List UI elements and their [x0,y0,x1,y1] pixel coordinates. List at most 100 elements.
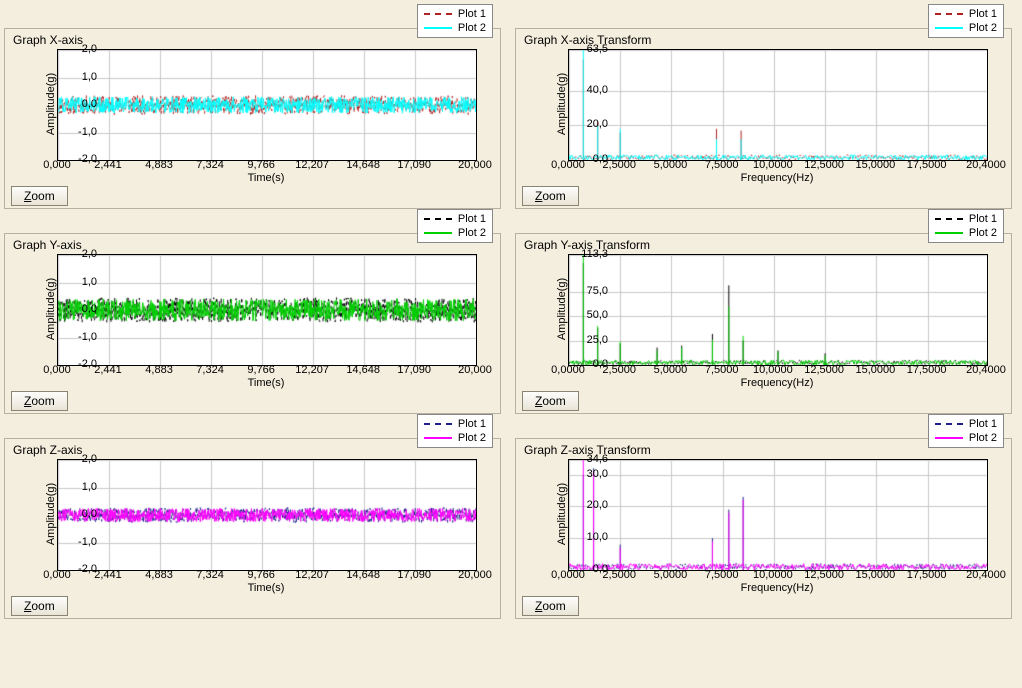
y-tick: 34,6 [587,453,608,465]
x-tick: 20,4000 [966,159,1006,171]
x-tick: 2,441 [94,159,122,171]
y-tick: 2,0 [82,248,97,260]
y-tick: 30,0 [587,468,608,480]
x-tick: 14,648 [346,569,380,581]
x-tick: 12,5000 [804,569,844,581]
x-ticks: 0,0002,4414,8837,3249,76612,20714,64817,… [57,364,475,378]
x-tick: 17,5000 [907,569,947,581]
legend-label-plot1: Plot 1 [458,212,486,226]
x-axis-label: Time(s) [57,582,475,594]
plot-canvas [57,49,477,161]
y-tick: 40,0 [587,84,608,96]
zoom-bar: Zoom [522,186,1005,206]
x-tick: 17,090 [397,159,431,171]
legend-swatch-plot2 [935,437,963,439]
legend-swatch-plot2 [424,27,452,29]
x-tick: 14,648 [346,159,380,171]
zoom-button-rest: oom [542,189,565,203]
legend-swatch-plot1 [424,13,452,15]
x-tick: 4,883 [145,569,173,581]
x-tick: 2,441 [94,364,122,376]
x-tick: 7,324 [196,159,224,171]
x-ticks: 0,00002,50005,00007,500010,000012,500015… [568,569,986,583]
x-tick: 14,648 [346,364,380,376]
zoom-button[interactable]: Zoom [522,186,579,206]
x-tick: 12,207 [295,364,329,376]
y-ticks: -2,0-1,00,01,02,0 [57,459,101,569]
legend-label-plot1: Plot 1 [969,7,997,21]
legend: Plot 1Plot 2 [417,209,493,243]
legend-label-plot2: Plot 2 [969,226,997,240]
zoom-button-rest: oom [542,394,565,408]
zoom-button-rest: oom [31,599,54,613]
x-tick: 9,766 [247,569,275,581]
y-axis-label: Amplitude(g) [556,278,568,340]
zoom-bar: Zoom [522,391,1005,411]
zoom-button[interactable]: Zoom [522,596,579,616]
y-ticks: -2,0-1,00,01,02,0 [57,254,101,364]
chart-panel-x_fft: Graph X-axis TransformAmplitude(g)0,020,… [515,28,1012,209]
legend-label-plot1: Plot 1 [969,417,997,431]
y-tick: -1,0 [78,331,97,343]
y-tick: 1,0 [82,481,97,493]
x-tick: 12,207 [295,159,329,171]
y-tick: 2,0 [82,453,97,465]
y-axis-label: Amplitude(g) [45,73,57,135]
legend-swatch-plot1 [935,423,963,425]
chart-cell-x_fft: Plot 1Plot 2Graph X-axis TransformAmplit… [515,28,1012,209]
x-tick: 5,0000 [654,159,688,171]
legend-swatch-plot1 [935,218,963,220]
legend-swatch-plot2 [424,437,452,439]
y-tick: 2,0 [82,43,97,55]
plot-canvas [568,49,988,161]
x-tick: 7,324 [196,364,224,376]
x-tick: 0,000 [43,569,71,581]
zoom-button[interactable]: Zoom [522,391,579,411]
x-tick: 12,207 [295,569,329,581]
legend-label-plot2: Plot 2 [458,21,486,35]
chart-cell-y_time: Plot 1Plot 2Graph Y-axisAmplitude(g)-2,0… [4,233,501,414]
x-tick: 2,5000 [602,569,636,581]
plot-canvas [568,459,988,571]
y-tick: 50,0 [587,309,608,321]
y-tick: 1,0 [82,276,97,288]
zoom-button[interactable]: Zoom [11,391,68,411]
y-axis-label: Amplitude(g) [45,483,57,545]
x-tick: 7,5000 [705,159,739,171]
x-tick: 10,0000 [753,364,793,376]
y-tick: 20,0 [587,118,608,130]
x-tick: 15,0000 [855,569,895,581]
plot-region: Amplitude(g)0,025,050,075,0113,3 [568,254,1005,364]
x-tick: 17,5000 [907,364,947,376]
legend-label-plot2: Plot 2 [969,21,997,35]
legend-swatch-plot1 [424,218,452,220]
legend-label-plot1: Plot 1 [969,212,997,226]
zoom-button-rest: oom [31,189,54,203]
y-tick: 20,0 [587,499,608,511]
x-tick: 7,324 [196,569,224,581]
x-tick: 10,0000 [753,569,793,581]
x-tick: 0,0000 [551,364,585,376]
legend-label-plot2: Plot 2 [458,431,486,445]
zoom-button[interactable]: Zoom [11,186,68,206]
y-tick: -1,0 [78,536,97,548]
zoom-button[interactable]: Zoom [11,596,68,616]
plot-region: Amplitude(g)0,010,020,030,034,6 [568,459,1005,569]
y-tick: 10,0 [587,531,608,543]
y-ticks: 0,025,050,075,0113,3 [568,254,612,364]
y-tick: 25,0 [587,334,608,346]
legend-swatch-plot2 [424,232,452,234]
y-tick: 75,0 [587,285,608,297]
x-tick: 17,5000 [907,159,947,171]
x-ticks: 0,0002,4414,8837,3249,76612,20714,64817,… [57,159,475,173]
x-tick: 2,441 [94,569,122,581]
legend: Plot 1Plot 2 [417,4,493,38]
plot-region: Amplitude(g)-2,0-1,00,01,02,0 [57,459,494,569]
chart-panel-x_time: Graph X-axisAmplitude(g)-2,0-1,00,01,02,… [4,28,501,209]
zoom-bar: Zoom [11,186,494,206]
x-tick: 7,5000 [705,569,739,581]
x-tick: 2,5000 [602,364,636,376]
dashboard: Plot 1Plot 2Graph X-axisAmplitude(g)-2,0… [0,0,1022,619]
x-tick: 2,5000 [602,159,636,171]
x-tick: 7,5000 [705,364,739,376]
